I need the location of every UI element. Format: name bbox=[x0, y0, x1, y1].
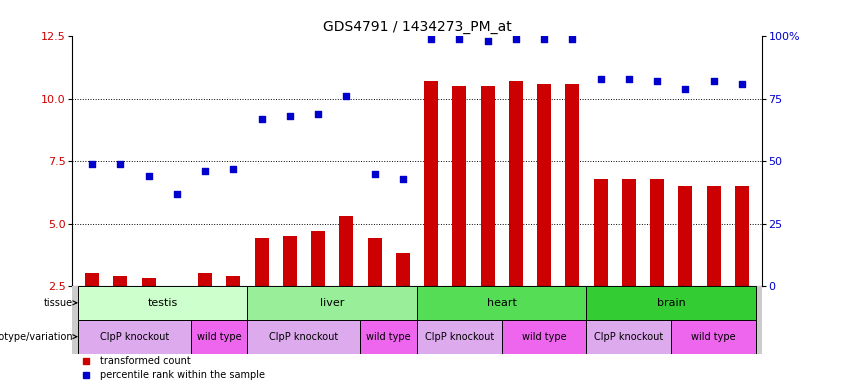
Text: transformed count: transformed count bbox=[100, 356, 191, 366]
Point bbox=[85, 161, 99, 167]
Text: ClpP knockout: ClpP knockout bbox=[100, 332, 169, 342]
Bar bbox=[481, 86, 494, 286]
Point bbox=[368, 170, 381, 177]
Point bbox=[142, 173, 156, 179]
Bar bbox=[191, 320, 248, 354]
Point bbox=[283, 113, 297, 119]
Bar bbox=[424, 81, 438, 286]
Point bbox=[481, 38, 494, 45]
Point bbox=[226, 166, 240, 172]
Point bbox=[650, 78, 664, 84]
Title: GDS4791 / 1434273_PM_at: GDS4791 / 1434273_PM_at bbox=[323, 20, 511, 34]
Bar bbox=[283, 236, 297, 286]
Text: tissue: tissue bbox=[43, 298, 77, 308]
Bar bbox=[706, 186, 721, 286]
Bar bbox=[78, 320, 191, 354]
Point bbox=[735, 81, 749, 87]
Text: liver: liver bbox=[320, 298, 345, 308]
Text: wild type: wild type bbox=[197, 332, 242, 342]
Bar bbox=[565, 84, 580, 286]
Bar bbox=[537, 84, 551, 286]
Text: wild type: wild type bbox=[691, 332, 736, 342]
Bar bbox=[586, 286, 756, 320]
Point bbox=[198, 168, 212, 174]
Text: brain: brain bbox=[657, 298, 686, 308]
Bar bbox=[671, 320, 756, 354]
Point bbox=[170, 190, 184, 197]
Bar bbox=[622, 179, 636, 286]
Bar bbox=[340, 216, 353, 286]
Bar bbox=[650, 179, 664, 286]
Bar bbox=[509, 81, 523, 286]
Text: ClpP knockout: ClpP knockout bbox=[270, 332, 339, 342]
Point bbox=[425, 36, 438, 42]
Point bbox=[566, 36, 580, 42]
Point bbox=[594, 76, 608, 82]
Bar bbox=[734, 186, 749, 286]
Point bbox=[537, 36, 551, 42]
Point bbox=[311, 111, 325, 117]
Point bbox=[340, 93, 353, 99]
Point bbox=[509, 36, 523, 42]
Bar bbox=[248, 286, 417, 320]
Bar bbox=[417, 286, 586, 320]
Bar bbox=[78, 286, 248, 320]
Bar bbox=[396, 253, 410, 286]
Point bbox=[254, 116, 268, 122]
Point bbox=[707, 78, 721, 84]
Bar bbox=[311, 231, 325, 286]
Text: genotype/variation: genotype/variation bbox=[0, 332, 77, 342]
Bar bbox=[586, 320, 671, 354]
Text: ClpP knockout: ClpP knockout bbox=[594, 332, 664, 342]
Point bbox=[113, 161, 127, 167]
Bar bbox=[248, 320, 361, 354]
Bar bbox=[452, 86, 466, 286]
Bar bbox=[417, 320, 502, 354]
Bar bbox=[198, 273, 212, 286]
Point bbox=[678, 86, 692, 92]
Text: ClpP knockout: ClpP knockout bbox=[425, 332, 494, 342]
Text: wild type: wild type bbox=[522, 332, 567, 342]
Text: testis: testis bbox=[147, 298, 178, 308]
Bar bbox=[361, 320, 417, 354]
Point bbox=[622, 76, 636, 82]
Point bbox=[396, 175, 409, 182]
Bar bbox=[502, 320, 586, 354]
Bar bbox=[254, 238, 269, 286]
Bar bbox=[678, 186, 693, 286]
Point bbox=[453, 36, 466, 42]
Bar bbox=[141, 278, 156, 286]
Text: heart: heart bbox=[487, 298, 517, 308]
Bar bbox=[85, 273, 100, 286]
Bar bbox=[226, 276, 241, 286]
Bar bbox=[368, 238, 382, 286]
Bar bbox=[593, 179, 608, 286]
Text: percentile rank within the sample: percentile rank within the sample bbox=[100, 370, 265, 380]
Bar bbox=[113, 276, 128, 286]
Text: wild type: wild type bbox=[367, 332, 411, 342]
